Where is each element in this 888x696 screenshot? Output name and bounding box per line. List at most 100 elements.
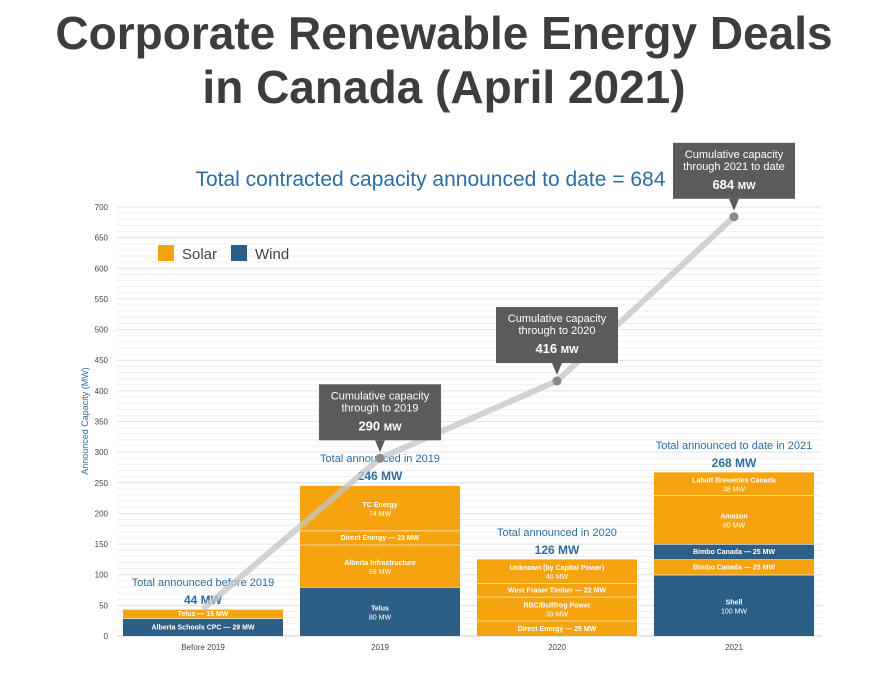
chart-title: Total contracted capacity announced to d…: [195, 168, 708, 191]
segment-label: Bimbo Canada — 25 MW: [693, 549, 775, 556]
callout-box: [496, 307, 618, 364]
page-title: Corporate Renewable Energy Deals in Cana…: [0, 6, 888, 114]
cumulative-point: [729, 212, 739, 222]
bar-segment: [123, 609, 283, 619]
y-tick-label: 650: [95, 234, 109, 243]
y-axis-label: Announced Capacity (MW): [80, 367, 90, 475]
y-tick-label: 250: [95, 479, 109, 488]
segment-label: Amazon: [720, 514, 747, 521]
y-tick-label: 700: [95, 203, 109, 212]
y-tick-label: 450: [95, 356, 109, 365]
callout-box: [319, 384, 441, 441]
callout-value: 684 MW: [712, 177, 756, 192]
y-tick-label: 200: [95, 509, 109, 518]
bar-segment: [300, 586, 460, 636]
bar-segment: [477, 558, 637, 584]
bar-total-caption: Total announced before 2019: [132, 577, 275, 589]
segment-label: Telus: [371, 605, 389, 612]
cumulative-point: [375, 453, 385, 463]
callout-text-line: through to 2019: [341, 402, 418, 414]
segment-label: Alberta Schools CPC — 29 MW: [151, 625, 254, 632]
page-title-line-2: in Canada (April 2021): [202, 61, 686, 113]
bar-total-caption: Total announced to date in 2021: [656, 440, 813, 452]
bar-group: Telus 80 MW Alberta Infrastructure 69 MW Dir…: [300, 453, 460, 652]
cumulative-point: [552, 376, 562, 386]
x-tick-label: 2020: [548, 643, 566, 652]
segment-label: TC Energy: [362, 502, 397, 509]
segment-label: Shell: [726, 599, 743, 606]
callout-value: 416 MW: [535, 341, 579, 356]
callout-text-line: through 2021 to date: [683, 161, 785, 173]
bar-segment: [300, 485, 460, 531]
callout-text-line: through to 2020: [518, 325, 595, 337]
segment-label: Direct Energy — 25 MW: [518, 626, 597, 633]
segment-label: Unknown (by Capital Power): [510, 565, 605, 572]
x-tick-label: 2021: [725, 643, 743, 652]
bar-total-value: 126 MW: [535, 543, 580, 557]
segment-value-label: 38 MW: [723, 486, 746, 493]
legend-label-solar: Solar: [182, 246, 217, 263]
bar-segment: [654, 574, 814, 636]
x-tick-label: 2019: [371, 643, 389, 652]
legend-label-wind: Wind: [255, 246, 289, 263]
bar-total-value: 246 MW: [358, 469, 403, 483]
bar-segment: [654, 559, 814, 575]
bar-group: Shell 100 MW Bimbo Canada — 25 MW Bimbo Can…: [654, 440, 814, 652]
callout-text-line: Cumulative capacity: [685, 149, 784, 161]
page-title-line-1: Corporate Renewable Energy Deals: [55, 7, 833, 59]
bar-total-value: 268 MW: [712, 456, 757, 470]
segment-value-label: 100 MW: [721, 608, 747, 615]
legend-swatch-solar: [158, 245, 174, 261]
legend: Solar Wind: [158, 245, 289, 263]
segment-label: West Fraser Timber — 22 MW: [508, 588, 607, 595]
callout-pointer: [729, 198, 739, 211]
callout-text-line: Cumulative capacity: [508, 313, 607, 325]
x-tick-label: Before 2019: [181, 643, 225, 652]
y-tick-label: 50: [99, 601, 108, 610]
segment-label: Direct Energy — 23 MW: [341, 535, 420, 542]
y-tick-label: 100: [95, 571, 109, 580]
y-tick-label: 350: [95, 418, 109, 427]
bar-segment: [300, 530, 460, 545]
y-tick-label: 400: [95, 387, 109, 396]
callout-value: 290 MW: [358, 418, 402, 433]
y-tick-label: 500: [95, 326, 109, 335]
segment-value-label: 80 MW: [369, 614, 392, 621]
segment-value-label: 80 MW: [723, 523, 746, 530]
cumulative-trend-line: [201, 214, 737, 612]
bar-group: Alberta Schools CPC — 29 MW Telus — 15 MW…: [123, 577, 283, 652]
segment-value-label: 39 MW: [546, 612, 569, 619]
bar-segment: [477, 583, 637, 597]
segment-value-label: 74 MW: [369, 511, 392, 518]
segment-label: Alberta Infrastructure: [344, 560, 416, 567]
segment-value-label: 69 MW: [369, 569, 392, 576]
callout-text-line: Cumulative capacity: [331, 390, 430, 402]
segment-value-label: 40 MW: [546, 574, 569, 581]
segment-label: Labatt Breweries Canada: [692, 477, 776, 484]
segment-label: Telus — 15 MW: [178, 611, 229, 618]
bar-total-caption: Total announced in 2020: [497, 527, 617, 539]
bar-segment: [477, 620, 637, 636]
callout-box: [673, 142, 795, 199]
y-tick-label: 150: [95, 540, 109, 549]
callout-pointer: [552, 363, 562, 376]
bar-segment: [123, 618, 283, 636]
legend-swatch-wind: [231, 245, 247, 261]
y-tick-label: 550: [95, 295, 109, 304]
bar-segment: [477, 596, 637, 621]
bar-segment: [300, 544, 460, 587]
y-tick-label: 300: [95, 448, 109, 457]
callout-pointer: [375, 440, 385, 453]
bar-segment: [654, 495, 814, 545]
y-tick-label: 600: [95, 264, 109, 273]
segment-label: RBC/Bullfrog Power: [524, 603, 591, 610]
y-tick-label: 0: [104, 632, 109, 641]
bar-segment: [654, 544, 814, 560]
bar-group: Direct Energy — 25 MW RBC/Bullfrog Power 3…: [477, 527, 637, 652]
bar-segment: [654, 471, 814, 496]
segment-label: Bimbo Canada — 25 MW: [693, 565, 775, 572]
